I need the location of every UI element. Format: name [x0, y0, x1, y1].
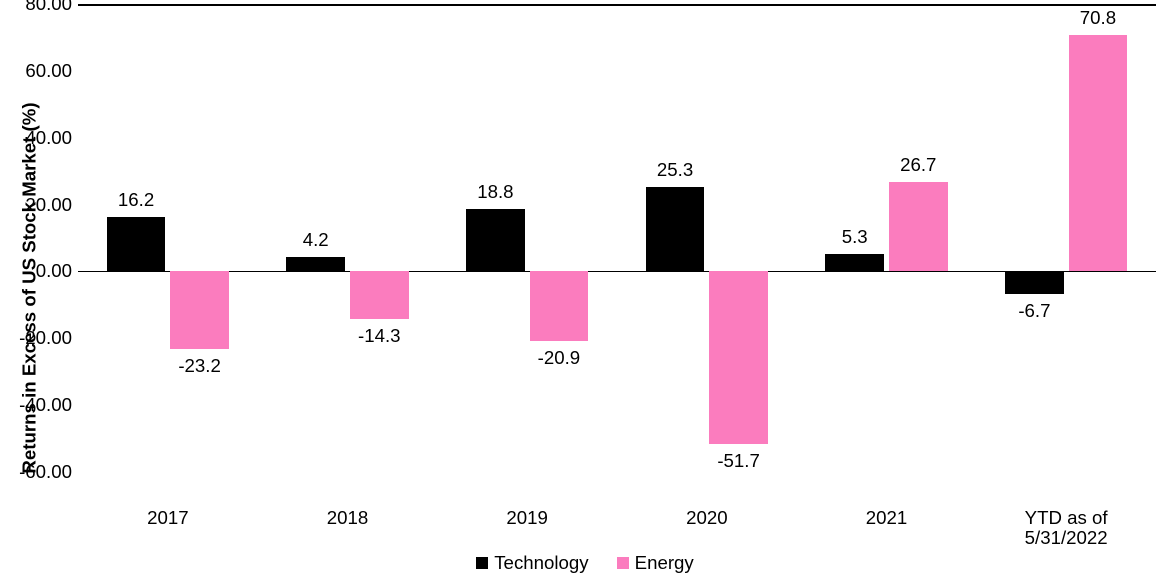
bar-value-label: 18.8	[441, 181, 550, 203]
bar-energy	[889, 182, 948, 271]
bar-value-label: -20.9	[505, 347, 614, 369]
bar-value-label: 70.8	[1044, 7, 1153, 29]
plot-area: -60.00-40.00-20.000.0020.0040.0060.0080.…	[78, 4, 1156, 472]
bar-technology	[825, 254, 884, 272]
bar-technology	[107, 217, 166, 271]
x-category-label: 2019	[437, 508, 617, 528]
bar-energy	[709, 271, 768, 444]
x-category-label: YTD as of 5/31/2022	[976, 508, 1156, 548]
bar-value-label: -23.2	[145, 355, 254, 377]
bar-value-label: 25.3	[621, 159, 730, 181]
bar-technology	[1005, 271, 1064, 293]
x-category-label: 2020	[617, 508, 797, 528]
excess-returns-chart: Returns in Excess of US Stock Market (%)…	[0, 0, 1170, 575]
bar-technology	[286, 257, 345, 271]
y-tick-label: 0.00	[36, 260, 72, 282]
y-tick-label: 80.00	[25, 0, 72, 15]
bar-value-label: 16.2	[82, 189, 191, 211]
bar-energy	[530, 271, 589, 341]
legend-swatch-icon	[617, 557, 629, 569]
zero-axis-line	[78, 271, 1156, 272]
x-category-label: 2017	[78, 508, 258, 528]
legend-item-technology: Technology	[476, 552, 588, 574]
y-tick-label: 40.00	[25, 127, 72, 149]
legend-swatch-icon	[476, 557, 488, 569]
bar-value-label: 4.2	[261, 229, 370, 251]
bar-technology	[466, 209, 525, 272]
x-axis-line	[78, 4, 1156, 6]
legend-label: Energy	[635, 552, 694, 574]
y-tick-label: -60.00	[19, 461, 72, 483]
y-tick-label: -40.00	[19, 394, 72, 416]
x-category-label: 2018	[258, 508, 438, 528]
bar-value-label: -51.7	[684, 450, 793, 472]
bar-energy	[170, 271, 229, 349]
y-tick-label: 20.00	[25, 194, 72, 216]
legend-item-energy: Energy	[617, 552, 694, 574]
legend-label: Technology	[494, 552, 588, 574]
bar-energy	[350, 271, 409, 319]
y-tick-label: -20.00	[19, 327, 72, 349]
bar-energy	[1069, 35, 1128, 272]
bar-value-label: -6.7	[980, 300, 1089, 322]
bar-technology	[646, 187, 705, 272]
y-axis-title: Returns in Excess of US Stock Market (%)	[19, 102, 41, 473]
x-category-label: 2021	[797, 508, 977, 528]
chart-legend: Technology Energy	[0, 552, 1170, 574]
bar-value-label: -14.3	[325, 325, 434, 347]
y-tick-label: 60.00	[25, 60, 72, 82]
bar-value-label: 26.7	[864, 154, 973, 176]
